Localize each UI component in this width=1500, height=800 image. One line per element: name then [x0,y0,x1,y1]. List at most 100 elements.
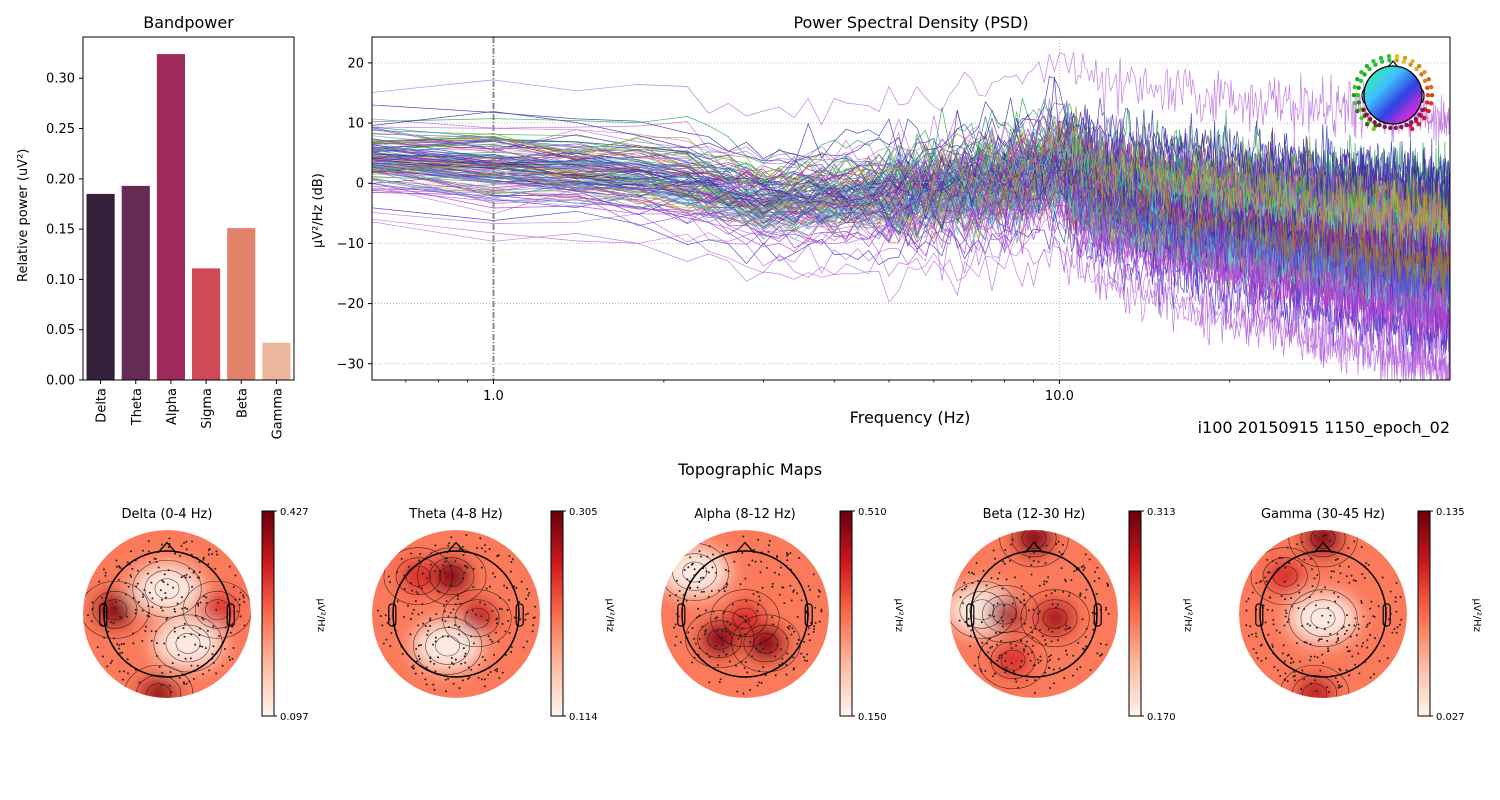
sensor-dot [1084,596,1087,599]
colorbar-unit-label: µV²/Hz [1471,599,1482,632]
sensor-dot [162,580,165,583]
sensor-dot [1083,648,1086,651]
sensor-dot [1038,584,1041,587]
topomap-coldspot [131,563,203,614]
sensor-dot [698,637,701,640]
sensor-dot [687,631,690,634]
sensor-dot [1345,629,1348,632]
sensor-dot [163,573,166,576]
sensor-dot [484,550,487,553]
sensor-dot [1004,659,1007,662]
sensor-dot [1389,590,1392,593]
sensor-dot [691,627,694,630]
sensor-dot [1104,608,1107,611]
sensor-dot [218,635,221,638]
sensor-dot [1001,587,1004,590]
sensor-dot [1301,669,1304,672]
sensor-dot [1426,77,1431,82]
sensor-dot [1395,582,1398,585]
sensor-dot [441,635,444,638]
sensor-dot [1019,665,1022,668]
sensor-dot [785,673,788,676]
sensor-dot [491,640,494,643]
sensor-dot [458,548,461,551]
sensor-dot [1044,671,1047,674]
sensor-dot [452,663,455,666]
sensor-dot [115,559,118,562]
topomap-contour [1021,530,1047,549]
sensor-dot [1045,594,1048,597]
topomap-contour [429,557,475,595]
topomap-contour [1262,557,1308,595]
topomap-title: Theta (4-8 Hz) [409,507,503,522]
sensor-dot [1359,115,1364,121]
sensor-dot [161,671,164,674]
sensor-dot [186,607,189,610]
sensor-dot [417,585,420,588]
sensor-dot [456,594,459,597]
sensor-dot [382,642,385,645]
sensor-dot [1288,562,1291,565]
sensor-dot [150,581,153,584]
sensor-dot [496,617,499,620]
sensor-dot [173,552,176,555]
sensor-dot [767,550,770,553]
sensor-dot [717,589,720,592]
sensor-dot [479,601,482,604]
sensor-dot [150,639,153,642]
sensor-dot [1339,572,1342,575]
sensor-dot [1049,687,1052,690]
sensor-dot [188,576,191,579]
sensor-dot [207,562,210,565]
sensor-dot [749,688,752,691]
sensor-dot [1038,610,1041,613]
sensor-dot [142,595,145,598]
colorbar-min-label: 0.114 [569,712,598,723]
sensor-dot [1043,580,1046,583]
sensor-dot [1394,600,1397,603]
sensor-dot [1297,584,1300,587]
sensor-dot [1347,650,1350,653]
sensor-dot [182,542,185,545]
colorbar-min-label: 0.027 [1436,712,1465,723]
sensor-dot [126,561,129,564]
sensor-dot [1054,590,1057,593]
sensor-dot [1063,677,1066,680]
sensor-dot [1413,116,1418,122]
sensor-dot [1045,580,1048,583]
sensor-dot [421,572,424,575]
sensor-dot [1417,112,1422,117]
sensor-dot [1287,618,1290,621]
sensor-dot [1093,580,1096,583]
sensor-dot [1290,605,1293,608]
sensor-dot [787,627,790,630]
sensor-dot [1034,627,1037,630]
sensor-dot [125,593,128,596]
sensor-dot [234,574,237,577]
sensor-dot [164,592,167,595]
sensor-dot [1039,655,1042,658]
sensor-dot [1330,570,1333,573]
sensor-dot [785,552,788,555]
right-ear-icon [1093,603,1102,627]
sensor-dot [1015,596,1018,599]
topomap-contour [732,607,758,629]
sensor-dot [1369,676,1372,679]
sensor-dot [1345,669,1348,672]
sensor-dot [1015,644,1018,647]
sensor-dot [1064,580,1067,583]
sensor-dot [716,664,719,667]
sensor-dot [150,630,153,633]
sensor-dot [434,636,437,639]
sensor-dot [487,635,490,638]
sensor-dot [142,593,145,596]
sensor-dot [1030,651,1033,654]
sensor-dot [151,606,154,609]
sensor-dot [167,569,170,572]
sensor-dot [1395,610,1398,613]
sensor-dot [419,552,422,555]
sensor-dot [197,604,200,607]
sensor-dot [127,585,130,588]
sensor-dot [762,666,765,669]
sensor-dot [776,556,779,559]
